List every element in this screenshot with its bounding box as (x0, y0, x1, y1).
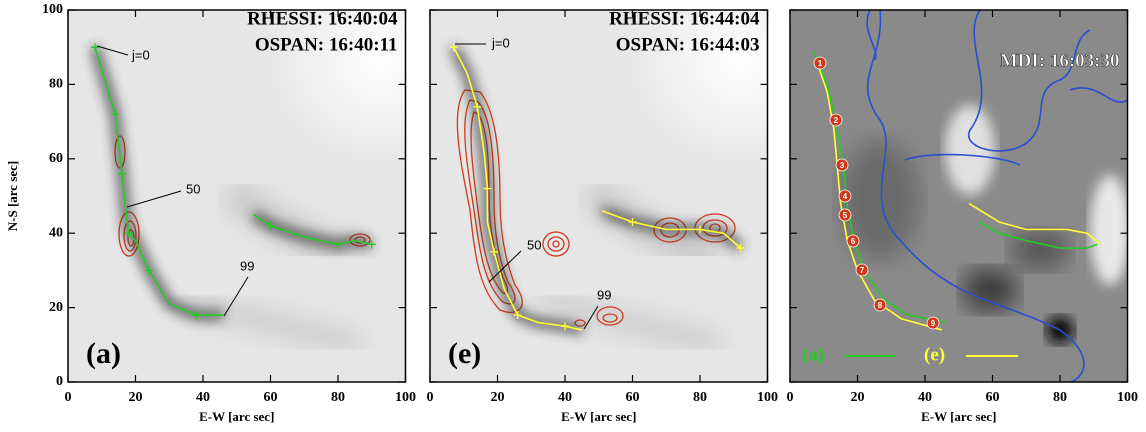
panel-note: RHESSI: 16:44:04 (609, 8, 760, 29)
leader-line (223, 276, 249, 317)
index-label: 5 (843, 211, 848, 220)
vertex-cross (736, 244, 745, 253)
plot-frame (789, 9, 1129, 383)
x-tick-label: 80 (1053, 390, 1067, 405)
y-tick-label: 60 (49, 151, 63, 166)
panel-label: (a) (86, 337, 121, 370)
annotation: 99 (240, 258, 254, 273)
legend-label: (e) (924, 344, 945, 365)
plot-area (812, 50, 1102, 331)
index-marker (926, 316, 940, 330)
plot-frame (67, 9, 407, 383)
index-label: 8 (878, 301, 883, 310)
vertex-cross (483, 184, 492, 193)
index-marker (873, 298, 887, 312)
x-tick-label: 80 (331, 390, 345, 405)
x-tick-label: 80 (693, 390, 707, 405)
x-tick-label: 60 (986, 390, 1000, 405)
annotation: j=0 (131, 47, 150, 62)
panel-note: OSPAN: 16:40:11 (255, 34, 398, 55)
series-line (452, 46, 742, 331)
y-tick-label: 80 (49, 77, 63, 92)
vertex-cross (111, 110, 120, 119)
x-tick-label: 20 (851, 390, 865, 405)
annotation: 50 (527, 237, 541, 252)
vertex-cross (192, 311, 201, 320)
x-axis-label: E-W [arc sec] (561, 409, 636, 424)
x-tick-label: 40 (196, 390, 210, 405)
index-label: 1 (818, 59, 823, 68)
vertex-cross (145, 266, 153, 275)
index-marker (813, 56, 827, 70)
y-tick-label: 20 (49, 300, 63, 315)
index-marker (835, 158, 849, 172)
index-marker (846, 234, 860, 248)
y-tick-label: 40 (49, 225, 63, 240)
x-tick-label: 100 (757, 390, 778, 405)
series-line (94, 46, 372, 316)
plot-area (90, 43, 376, 320)
vertex-cross (266, 221, 275, 230)
plot-area (449, 43, 745, 335)
x-tick-label: 60 (264, 390, 278, 405)
panel-note: MDI: 16:03:30 (1000, 50, 1120, 71)
index-label: 2 (834, 116, 839, 125)
y-axis-label: N-S [arc sec] (5, 161, 20, 232)
x-tick-label: 0 (787, 390, 794, 405)
x-tick-label: 100 (395, 390, 416, 405)
panel-note: OSPAN: 16:44:03 (616, 34, 760, 55)
index-label: 4 (843, 192, 848, 201)
vertex-cross (367, 240, 376, 249)
leader-line (583, 305, 599, 330)
vertex-cross (696, 225, 704, 234)
vertex-cross (91, 43, 99, 52)
leader-line (96, 45, 129, 56)
x-tick-label: 20 (491, 390, 505, 405)
index-marker (855, 263, 869, 277)
leader-line (126, 190, 182, 208)
index-marker (829, 113, 843, 127)
vertex-cross (473, 102, 482, 111)
x-tick-label: 60 (626, 390, 640, 405)
index-label: 7 (860, 266, 865, 275)
index-marker (838, 189, 852, 203)
series-line (816, 61, 1102, 331)
vertex-cross (124, 229, 133, 238)
vertex-cross (628, 218, 637, 227)
x-tick-label: 0 (65, 390, 72, 405)
index-marker (838, 208, 852, 222)
vertex-cross (118, 169, 126, 178)
y-tick-label: 0 (56, 374, 63, 389)
index-label: 3 (840, 161, 845, 170)
x-tick-label: 20 (129, 390, 143, 405)
x-tick-label: 40 (558, 390, 572, 405)
index-label: 9 (931, 319, 936, 328)
vertex-cross (561, 322, 569, 331)
annotation: 50 (186, 181, 200, 196)
x-axis-label: E-W [arc sec] (921, 409, 996, 424)
y-tick-label: 100 (42, 2, 63, 17)
vertex-cross (334, 240, 342, 249)
index-label: 6 (851, 237, 856, 246)
x-axis-label: E-W [arc sec] (199, 409, 274, 424)
x-tick-label: 0 (427, 390, 434, 405)
x-tick-label: 40 (918, 390, 932, 405)
x-tick-label: 100 (1117, 390, 1138, 405)
plot-frame (429, 9, 769, 383)
vertex-cross (449, 43, 458, 52)
annotation: 99 (597, 287, 611, 302)
vertex-cross (490, 247, 499, 256)
vertex-cross (513, 311, 522, 320)
annotation: j=0 (491, 35, 510, 50)
panel-label: (e) (448, 337, 481, 370)
series-line (812, 50, 1098, 324)
leader-line (488, 250, 522, 283)
panel-note: RHESSI: 16:40:04 (247, 8, 398, 29)
legend-label: (a) (802, 344, 824, 365)
